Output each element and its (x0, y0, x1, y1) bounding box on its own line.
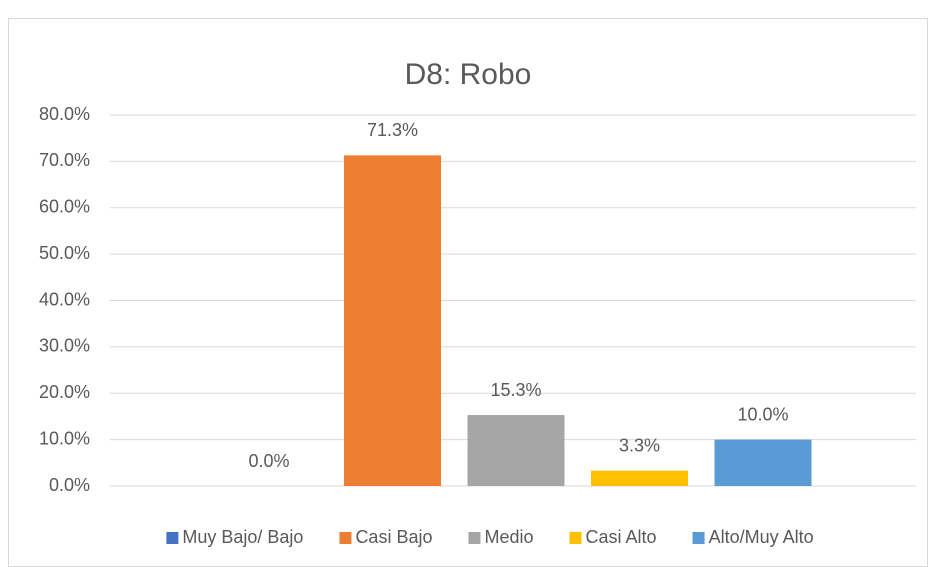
legend-swatch (692, 532, 705, 544)
data-label: 0.0% (248, 451, 289, 471)
bar (467, 415, 565, 486)
legend-swatch (166, 532, 179, 544)
y-tick-label: 50.0% (39, 243, 90, 263)
bar (714, 439, 812, 486)
legend-swatch (339, 532, 352, 544)
chart-title: D8: Robo (405, 58, 532, 91)
legend-label: Casi Bajo (355, 527, 432, 547)
legend-label: Casi Alto (586, 527, 657, 547)
y-tick-label: 70.0% (39, 150, 90, 170)
y-tick-label: 10.0% (39, 428, 90, 448)
legend-label: Medio (484, 527, 533, 547)
data-label: 3.3% (619, 435, 660, 455)
y-tick-label: 20.0% (39, 382, 90, 402)
bar (344, 155, 441, 486)
legend-swatch (468, 532, 481, 544)
y-tick-label: 80.0% (39, 104, 90, 124)
data-label: 15.3% (490, 380, 541, 400)
y-tick-label: 60.0% (39, 197, 90, 217)
legend-label: Alto/Muy Alto (709, 527, 814, 547)
legend-label: Muy Bajo/ Bajo (182, 527, 303, 547)
y-tick-label: 40.0% (39, 289, 90, 309)
legend-swatch (569, 532, 582, 544)
bar (591, 470, 688, 486)
y-tick-label: 0.0% (49, 475, 90, 495)
data-label: 10.0% (737, 404, 788, 424)
y-tick-label: 30.0% (39, 336, 90, 356)
data-label: 71.3% (367, 120, 418, 140)
